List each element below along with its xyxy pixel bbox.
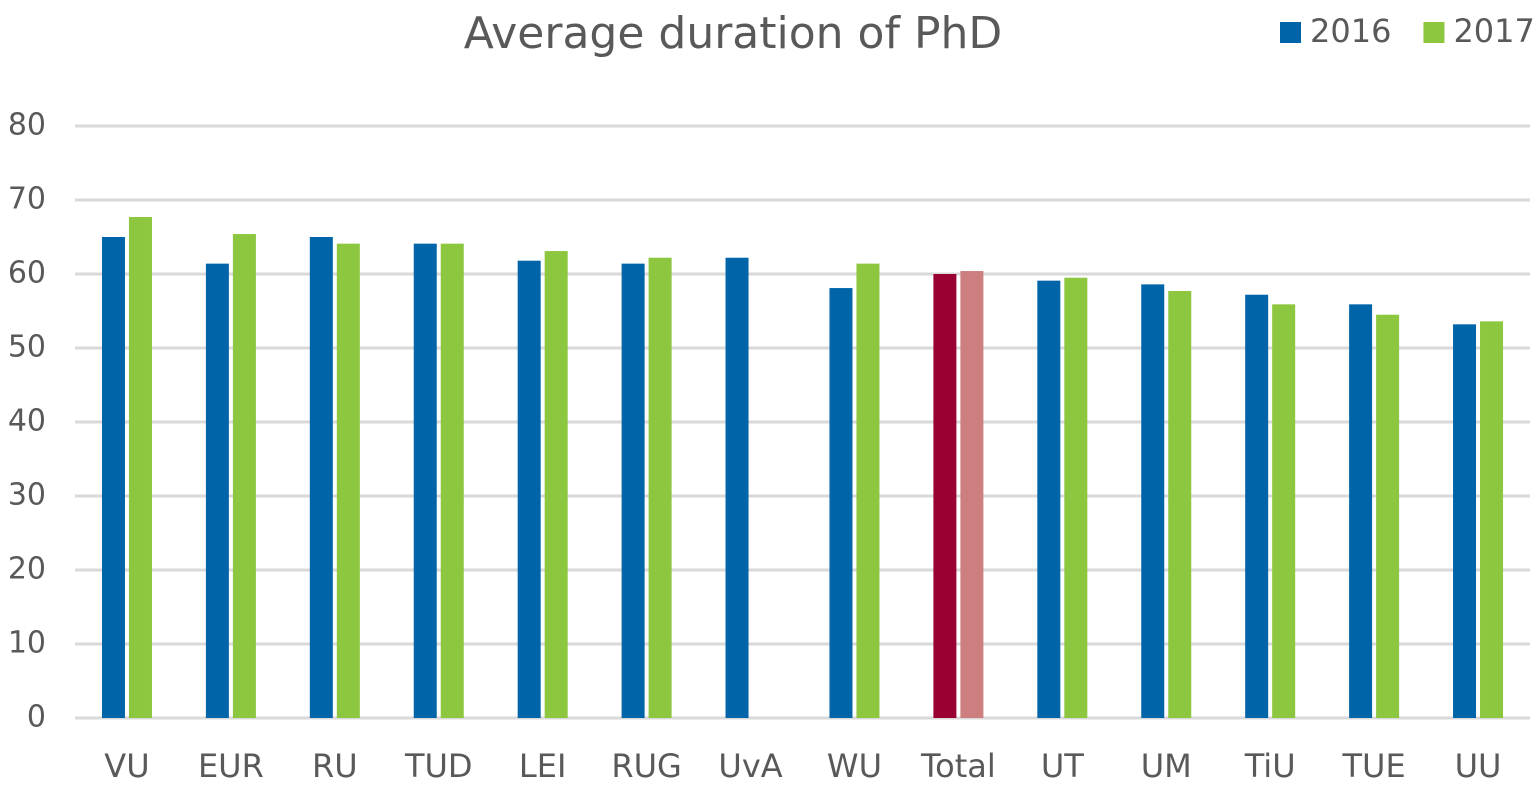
bar — [413, 243, 437, 718]
y-tick-label: 50 — [8, 330, 46, 365]
bar — [1168, 291, 1192, 718]
bar — [101, 237, 125, 718]
x-tick-label: RU — [312, 747, 358, 785]
bar — [829, 288, 853, 718]
bar — [1480, 321, 1504, 718]
bar — [856, 263, 880, 718]
x-tick-label: Total — [920, 747, 996, 785]
bar — [725, 257, 749, 718]
y-tick-label: 80 — [8, 108, 46, 143]
bar — [517, 260, 541, 718]
x-tick-label: UU — [1455, 747, 1502, 785]
bar — [1272, 304, 1296, 718]
x-tick-label: RUG — [611, 747, 681, 785]
bar — [544, 251, 568, 718]
y-tick-label: 70 — [8, 182, 46, 217]
x-tick-label: EUR — [198, 747, 264, 785]
legend-label: 2016 — [1310, 12, 1391, 50]
y-tick-label: 60 — [8, 256, 46, 291]
x-tick-label: UT — [1041, 747, 1084, 785]
x-tick-label: TiU — [1244, 747, 1296, 785]
x-tick-label: LEI — [519, 747, 566, 785]
bar — [1453, 324, 1477, 718]
bar — [1349, 304, 1373, 718]
x-tick-label: TUD — [404, 747, 473, 785]
y-tick-label: 40 — [8, 404, 46, 439]
bar — [232, 234, 256, 719]
x-tick-label: UM — [1141, 747, 1192, 785]
y-tick-label: 10 — [8, 626, 46, 661]
bar — [1141, 284, 1165, 718]
bar — [128, 217, 152, 718]
chart-title: Average duration of PhD — [464, 8, 1003, 59]
y-tick-label: 30 — [8, 478, 46, 513]
bar — [648, 257, 672, 718]
x-tick-label: TUE — [1342, 747, 1406, 785]
bar — [336, 243, 360, 718]
x-tick-label: UvA — [718, 747, 782, 785]
legend-swatch — [1280, 22, 1301, 43]
bar — [1064, 277, 1088, 718]
bar — [621, 263, 645, 718]
bar — [440, 243, 464, 718]
bar — [205, 263, 229, 718]
x-tick-label: WU — [827, 747, 882, 785]
y-tick-label: 0 — [27, 700, 46, 735]
bar — [1037, 280, 1061, 718]
bar — [933, 274, 957, 718]
bar — [1376, 314, 1400, 718]
bar — [1245, 294, 1269, 718]
bar — [960, 271, 984, 718]
legend-swatch — [1423, 22, 1445, 43]
x-tick-label: VU — [104, 747, 149, 785]
bar — [309, 237, 333, 718]
legend-label: 2017 — [1453, 12, 1534, 50]
y-tick-label: 20 — [8, 552, 46, 587]
